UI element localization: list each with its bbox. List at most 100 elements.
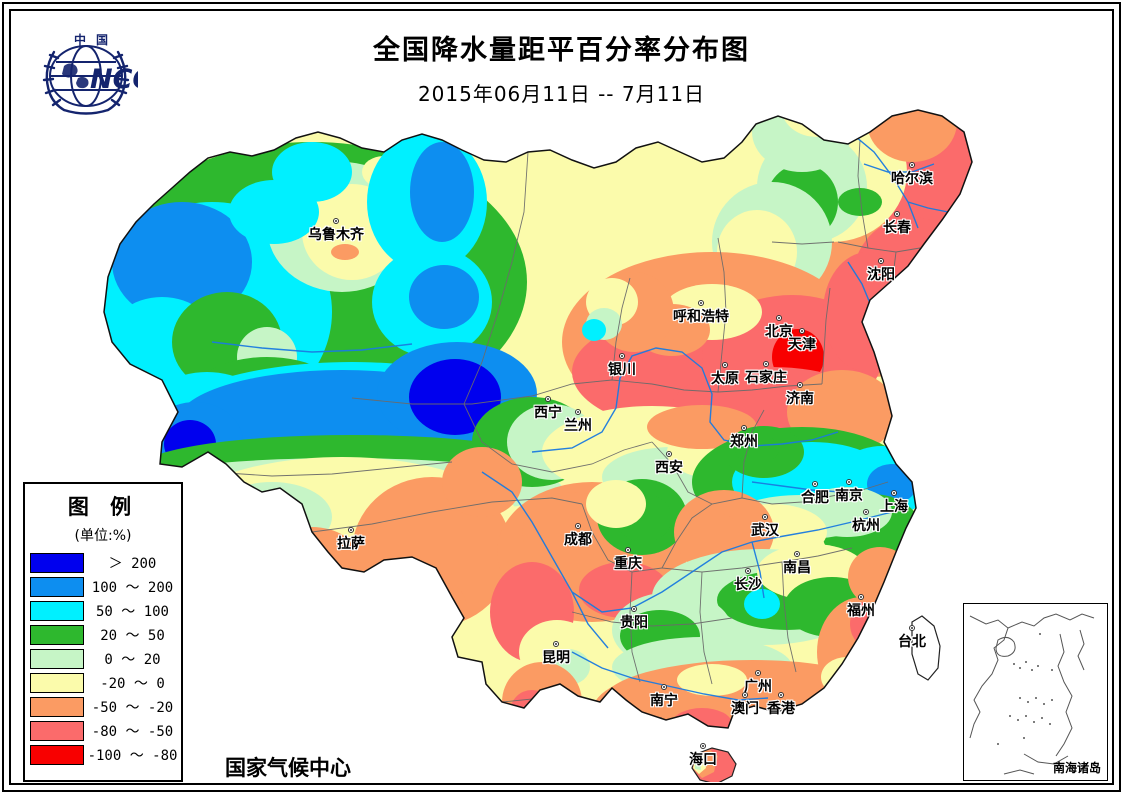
city-label-18: 上海 (880, 490, 908, 514)
city-label-32: 台北 (898, 625, 926, 649)
city-marker-icon (894, 211, 900, 217)
legend-color-swatch (30, 577, 84, 597)
city-marker-icon (545, 396, 551, 402)
legend-title: 图 例 (67, 495, 139, 519)
legend-range-label: -100 ～ -80 (87, 748, 178, 764)
city-label-10: 济南 (786, 382, 814, 406)
legend-row: -50 ～ -20 (25, 695, 181, 719)
legend-rows: ＞ 200 100 ～ 200 50 ～ 100 20 ～ 50 0 ～ 20 -20 ～… (25, 551, 181, 767)
legend-range-label: -20 ～ 0 (100, 676, 165, 692)
legend-color-swatch (30, 745, 84, 765)
city-label-24: 昆明 (542, 641, 570, 665)
svg-text:中: 中 (74, 32, 86, 47)
city-marker-icon (661, 684, 667, 690)
legend-color-swatch (30, 553, 84, 573)
city-marker-icon (799, 328, 805, 334)
legend-row: 0 ～ 20 (25, 647, 181, 671)
city-label-14: 西安 (655, 451, 683, 475)
city-label-0: 乌鲁木齐 (308, 218, 364, 242)
legend-unit: (单位:%) (74, 528, 132, 544)
legend-range-label: 100 ～ 200 (91, 580, 174, 596)
legend-range-label: -50 ～ -20 (91, 700, 174, 716)
legend-row: -80 ～ -50 (25, 719, 181, 743)
city-label-29: 广州 (744, 670, 772, 694)
page-title: 全国降水量距平百分率分布图 (373, 35, 750, 66)
legend-row: ＞ 200 (25, 551, 181, 575)
legend-range-label: ＞ 200 (108, 556, 157, 572)
city-marker-icon (797, 382, 803, 388)
city-marker-icon (742, 692, 748, 698)
svg-text:国: 国 (96, 33, 108, 47)
city-marker-icon (700, 743, 706, 749)
city-label-1: 拉萨 (337, 527, 365, 551)
city-marker-icon (575, 409, 581, 415)
province-borders (159, 139, 921, 719)
city-label-11: 哈尔滨 (891, 162, 933, 186)
city-label-31: 香港 (767, 692, 795, 716)
ncc-logo: 中 国 NCC (34, 26, 138, 122)
city-label-13: 沈阳 (867, 258, 895, 282)
legend-range-label: 20 ～ 50 (100, 628, 165, 644)
city-marker-icon (348, 527, 354, 533)
city-label-27: 福州 (847, 594, 875, 618)
city-marker-icon (909, 625, 915, 631)
city-marker-icon (778, 692, 784, 698)
city-marker-icon (698, 300, 704, 306)
legend-color-swatch (30, 697, 84, 717)
issuing-agency-credit: 国家气候中心 (225, 756, 351, 780)
city-marker-icon (741, 425, 747, 431)
city-label-15: 郑州 (730, 425, 758, 449)
south-china-sea-inset-map: 南海诸岛 (963, 603, 1108, 781)
city-label-25: 长沙 (734, 568, 762, 592)
city-marker-icon (755, 670, 761, 676)
city-marker-icon (575, 523, 581, 529)
city-marker-icon (762, 514, 768, 520)
legend-color-swatch (30, 673, 84, 693)
city-label-19: 杭州 (852, 509, 880, 533)
city-marker-icon (812, 481, 818, 487)
city-label-16: 合肥 (801, 481, 829, 505)
city-label-12: 长春 (883, 211, 911, 235)
legend-color-swatch (30, 721, 84, 741)
city-marker-icon (625, 547, 631, 553)
city-label-8: 北京 (765, 315, 793, 339)
svg-text:NCC: NCC (90, 64, 138, 95)
legend-row: -100 ～ -80 (25, 743, 181, 767)
city-label-33: 海口 (689, 743, 717, 767)
legend-row: 20 ～ 50 (25, 623, 181, 647)
city-label-6: 太原 (711, 362, 739, 386)
city-label-26: 南昌 (783, 551, 811, 575)
city-marker-icon (553, 641, 559, 647)
city-marker-icon (666, 451, 672, 457)
city-label-9: 天津 (788, 328, 816, 352)
city-label-4: 银川 (608, 353, 636, 377)
city-marker-icon (891, 490, 897, 496)
city-marker-icon (863, 509, 869, 515)
legend-panel: 图 例 (单位:%) ＞ 200 100 ～ 200 50 ～ 100 20 ～ 50… (23, 482, 183, 782)
city-label-3: 兰州 (564, 409, 592, 433)
city-marker-icon (878, 258, 884, 264)
rivers (211, 110, 949, 701)
city-label-17: 南京 (835, 479, 863, 503)
hainan-island (691, 747, 737, 782)
city-label-2: 西宁 (534, 396, 562, 420)
legend-range-label: -80 ～ -50 (91, 724, 174, 740)
city-label-20: 武汉 (751, 514, 779, 538)
city-marker-icon (745, 568, 751, 574)
city-marker-icon (619, 353, 625, 359)
legend-row: -20 ～ 0 (25, 671, 181, 695)
city-label-21: 成都 (564, 523, 592, 547)
china-outline (103, 109, 973, 729)
city-marker-icon (846, 479, 852, 485)
city-label-7: 石家庄 (745, 361, 787, 385)
date-range-subtitle: 2015年06月11日 -- 7月11日 (417, 82, 706, 106)
legend-color-swatch (30, 649, 84, 669)
city-marker-icon (858, 594, 864, 600)
legend-range-label: 50 ～ 100 (95, 604, 169, 620)
inset-map-label: 南海诸岛 (1052, 761, 1101, 775)
legend-row: 100 ～ 200 (25, 575, 181, 599)
city-label-23: 贵阳 (620, 606, 648, 630)
city-marker-icon (909, 162, 915, 168)
city-marker-icon (722, 362, 728, 368)
